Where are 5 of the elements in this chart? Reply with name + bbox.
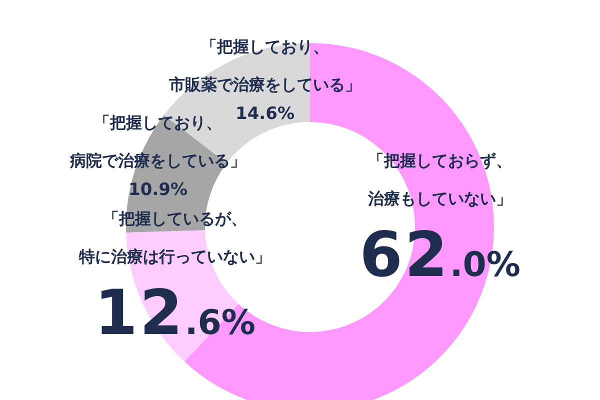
data-label: 10.9% — [128, 180, 188, 200]
data-label: 62.0% — [360, 218, 520, 291]
slice-label: 「把握しておらず、治療もしていない」 — [367, 150, 513, 210]
slice-label: 「把握しており、市販薬で治療をしている」 — [168, 36, 362, 96]
data-label: 12.6% — [94, 276, 256, 349]
